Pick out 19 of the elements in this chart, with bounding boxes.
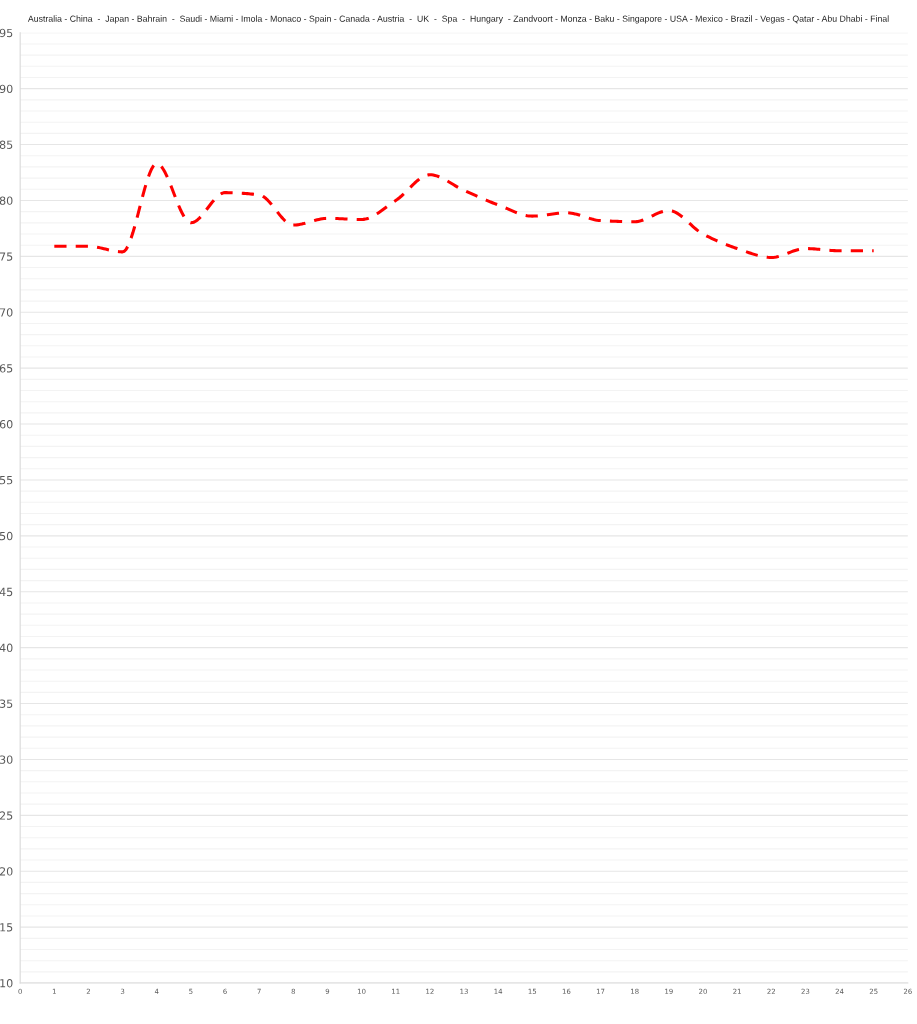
y-tick-label: 25 [0, 811, 13, 820]
y-tick-label: 15 [0, 923, 13, 932]
y-tick-label: 85 [0, 140, 13, 149]
chart-title: Australia - China - Japan - Bahrain - Saudi - Miami - Imola - Monaco - Spain - Canada - Austria - UK - Spa - Hungary - Zandvoort - Monza - Baku - Singapore - USA - Mexico - Brazil - Vegas - Qatar - Abu Dhabi - Final [27, 15, 889, 24]
y-tick-label: 55 [0, 476, 13, 485]
y-tick-label: 35 [0, 699, 13, 708]
y-tick-label: 45 [0, 587, 13, 597]
y-tick-label: 65 [0, 364, 13, 373]
y-tick-label: 70 [0, 308, 13, 317]
y-tick-label: 30 [0, 755, 13, 764]
y-tick-label: 40 [0, 643, 13, 653]
y-tick-label: 60 [0, 420, 13, 429]
y-tick-label: 10 [0, 979, 13, 988]
y-tick-label: 90 [0, 84, 13, 94]
y-tick-label: 95 [0, 28, 13, 38]
y-tick-label: 20 [0, 867, 13, 876]
y-tick-label: 50 [0, 531, 13, 541]
y-tick-label: 80 [0, 196, 13, 205]
y-tick-label: 75 [0, 252, 13, 261]
